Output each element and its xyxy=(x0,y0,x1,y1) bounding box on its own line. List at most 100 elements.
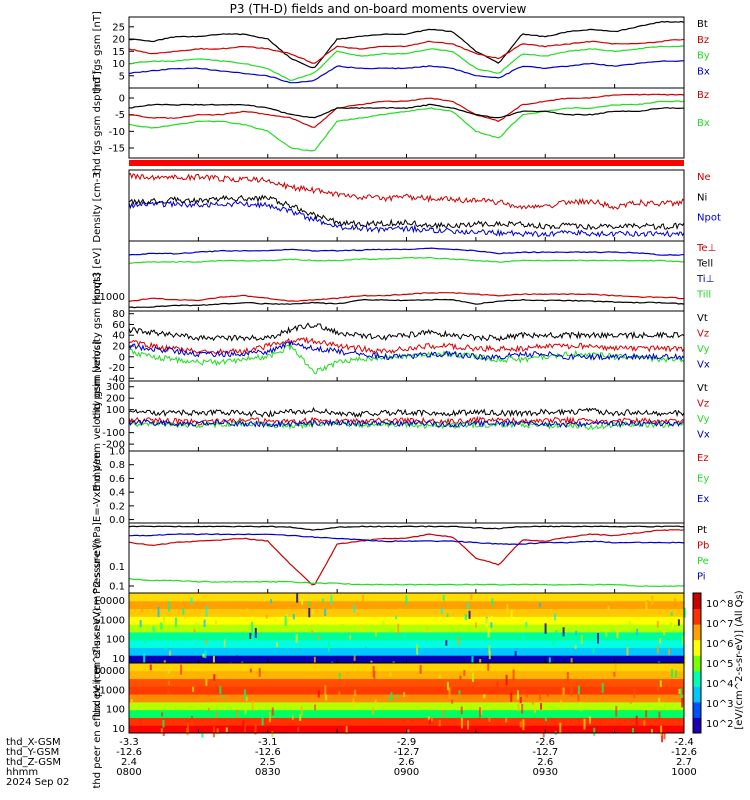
spectrogram-pixel xyxy=(607,605,610,611)
spectrogram-pixel xyxy=(490,622,493,628)
spectrogram-pixel xyxy=(301,599,304,606)
spectrogram-band xyxy=(129,701,684,711)
colorbar-frame xyxy=(692,592,702,734)
footer-z-value: 2.5 xyxy=(260,757,276,768)
spectrogram-pixel xyxy=(204,650,207,659)
spectrogram-pixel xyxy=(659,638,662,644)
spectrogram-pixel xyxy=(475,622,478,628)
spectrogram-pixel xyxy=(236,709,239,718)
series-line-Bz xyxy=(129,93,685,128)
spectrogram-pixel xyxy=(554,613,557,621)
spectrogram-pixel xyxy=(225,637,228,648)
spectrogram-pixel xyxy=(249,668,252,673)
spectrogram-pixel xyxy=(270,599,273,604)
spectrogram-pixel xyxy=(439,675,442,679)
spectrogram-pixel xyxy=(442,656,445,668)
spectrogram-pixel xyxy=(219,686,222,694)
series-line-Vy xyxy=(128,419,685,431)
colorbar-tick: 10^8 xyxy=(706,599,733,610)
spectrogram-pixel xyxy=(297,727,300,732)
footer-x-value: -3.1 xyxy=(258,737,278,748)
footer-z-value: 2.4 xyxy=(121,757,137,768)
footer-y-label: thd_Y-GSM xyxy=(6,747,59,758)
colorbar-tick: 10^3 xyxy=(706,699,733,710)
spectrogram-pixel xyxy=(207,707,210,712)
panel-6: thd peem velocity gsm [km/s] 3002001000-1… xyxy=(92,341,710,491)
spectrogram-pixel xyxy=(251,700,254,711)
spectrogram-pixel xyxy=(167,680,170,686)
spectrogram-pixel xyxy=(544,623,547,634)
spectrogram-pixel xyxy=(249,632,252,640)
spectrogram-pixel xyxy=(130,699,133,707)
spectrogram-pixel xyxy=(521,703,524,714)
spectrogram-pixel xyxy=(419,665,422,674)
spectrogram-pixel xyxy=(656,620,659,628)
spectrogram-pixel xyxy=(570,658,573,664)
colorbar-segment xyxy=(693,670,701,687)
spectrogram-pixel xyxy=(194,622,197,630)
spectrogram-pixel xyxy=(244,689,247,700)
spectrogram-pixel xyxy=(354,689,357,697)
spectrogram-pixel xyxy=(580,634,583,644)
series-line-Ti⊥ xyxy=(128,247,684,256)
colorbar-segment xyxy=(693,639,701,656)
spectrogram-pixel xyxy=(451,699,454,704)
footer-x-value: -2.4 xyxy=(674,737,694,748)
spectrogram-pixel xyxy=(635,715,638,726)
spectrogram-pixel xyxy=(296,593,299,603)
legend-Vx: Vx xyxy=(697,430,710,441)
spectrogram-pixel xyxy=(245,696,248,702)
spectrogram-pixel xyxy=(471,656,474,667)
spectrogram-pixel xyxy=(682,636,685,645)
spectrogram-pixel xyxy=(332,607,335,612)
spectrogram-pixel xyxy=(268,711,271,723)
panel-7: E=-VxB mV/m 1.0 0.8 0.6 0.4 0.2 0.0 Ez Ey Ex xyxy=(92,447,709,527)
spectrogram-pixel xyxy=(182,608,185,615)
colorbar-tick: 10^2 xyxy=(706,719,733,730)
footer-z-value: 2.7 xyxy=(676,757,692,768)
spectrogram-pixel xyxy=(168,601,171,612)
spectrogram-pixel xyxy=(446,681,449,691)
footer-t-value: 0900 xyxy=(394,767,419,778)
ytick-label: 10 xyxy=(112,724,125,735)
series-line-Vt xyxy=(128,322,685,342)
panel-ylabel-text: thd peir en eflux eV (cm^2-s-sr-eV) xyxy=(92,539,103,717)
spectrogram-pixel xyxy=(372,666,375,677)
spectrogram-pixel xyxy=(575,630,578,637)
spectrogram-pixel xyxy=(169,650,172,656)
spectrogram-pixel xyxy=(362,594,365,606)
spectrogram-pixel xyxy=(683,607,686,618)
spectrogram-pixel xyxy=(562,627,565,637)
legend-Npot: Npot xyxy=(697,213,721,224)
spectrogram-pixel xyxy=(457,637,460,646)
ytick-label: 80 xyxy=(112,309,125,320)
spectrogram-pixel xyxy=(675,670,678,678)
series-line-Vx xyxy=(128,418,685,429)
spectrogram-pixel xyxy=(683,655,686,665)
spectrogram-pixel xyxy=(660,725,663,736)
spectrogram-pixel xyxy=(317,635,320,641)
spectrogram-band xyxy=(129,616,684,625)
series-line-Vz xyxy=(128,336,685,355)
spectrogram-pixel xyxy=(559,722,562,733)
spectrogram-pixel xyxy=(646,599,649,610)
spectrogram-pixel xyxy=(353,655,356,661)
ytick-label: 1.0 xyxy=(109,447,125,458)
spectrogram-pixel xyxy=(458,690,461,695)
spectrogram-pixel xyxy=(628,620,631,632)
spectrogram-pixel xyxy=(488,645,491,654)
spectrogram-pixel xyxy=(314,704,317,711)
panel-10: thd peer en eflux eV (cm^2-s-sr-eV)10000… xyxy=(92,607,685,788)
spectrogram-pixel xyxy=(516,690,519,700)
legend-Te⊥: Te⊥ xyxy=(696,243,716,254)
spectrogram-pixel xyxy=(374,698,377,706)
spectrogram-pixel xyxy=(479,659,482,665)
series-line-Te⊥ xyxy=(128,291,685,302)
spectrogram-pixel xyxy=(242,720,245,729)
spectrogram-pixel xyxy=(174,617,177,627)
series-line-Bt xyxy=(128,20,685,69)
panel-8: Pressure [nPa] 0.1 0.1 Pt Pb Pe Pi xyxy=(92,522,709,594)
spectrogram-pixel xyxy=(484,717,487,724)
spectrogram-pixel xyxy=(180,664,183,675)
